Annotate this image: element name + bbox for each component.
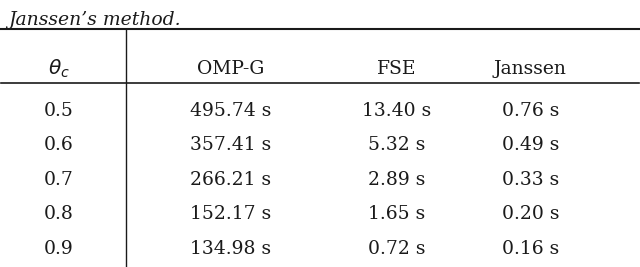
Text: 13.40 s: 13.40 s bbox=[362, 102, 431, 120]
Text: 0.20 s: 0.20 s bbox=[502, 205, 559, 223]
Text: $\theta_c$: $\theta_c$ bbox=[48, 58, 70, 80]
Text: 0.76 s: 0.76 s bbox=[502, 102, 559, 120]
Text: Janssen’s method.: Janssen’s method. bbox=[8, 11, 180, 29]
Text: 495.74 s: 495.74 s bbox=[190, 102, 271, 120]
Text: Janssen: Janssen bbox=[494, 60, 567, 78]
Text: 0.6: 0.6 bbox=[44, 136, 74, 154]
Text: 0.72 s: 0.72 s bbox=[368, 240, 425, 258]
Text: 1.65 s: 1.65 s bbox=[368, 205, 425, 223]
Text: 5.32 s: 5.32 s bbox=[368, 136, 425, 154]
Text: 357.41 s: 357.41 s bbox=[190, 136, 271, 154]
Text: 0.16 s: 0.16 s bbox=[502, 240, 559, 258]
Text: 0.5: 0.5 bbox=[44, 102, 74, 120]
Text: OMP-G: OMP-G bbox=[197, 60, 264, 78]
Text: 0.7: 0.7 bbox=[44, 171, 74, 189]
Text: 152.17 s: 152.17 s bbox=[190, 205, 271, 223]
Text: 0.33 s: 0.33 s bbox=[502, 171, 559, 189]
Text: 266.21 s: 266.21 s bbox=[190, 171, 271, 189]
Text: FSE: FSE bbox=[377, 60, 416, 78]
Text: 0.9: 0.9 bbox=[44, 240, 74, 258]
Text: 2.89 s: 2.89 s bbox=[368, 171, 425, 189]
Text: 0.8: 0.8 bbox=[44, 205, 74, 223]
Text: 134.98 s: 134.98 s bbox=[190, 240, 271, 258]
Text: 0.49 s: 0.49 s bbox=[502, 136, 559, 154]
